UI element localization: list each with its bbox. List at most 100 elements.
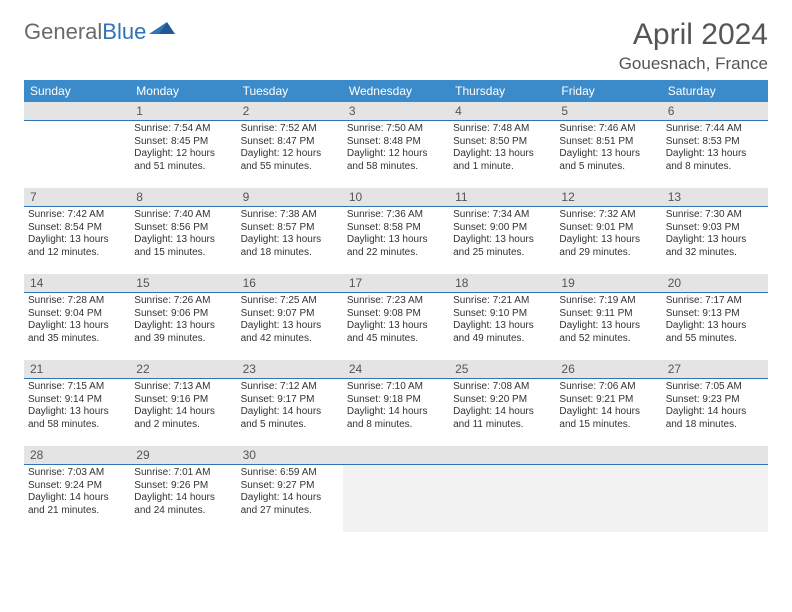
day-number: 20	[662, 274, 768, 293]
day-details: Sunrise: 7:30 AMSunset: 9:03 PMDaylight:…	[662, 207, 768, 261]
day-details: Sunrise: 7:52 AMSunset: 8:47 PMDaylight:…	[237, 121, 343, 175]
detail-line: Sunrise: 7:48 AM	[453, 123, 551, 136]
detail-line: Sunset: 8:58 PM	[347, 222, 445, 235]
detail-line: Sunrise: 7:08 AM	[453, 381, 551, 394]
detail-line: Sunset: 8:51 PM	[559, 136, 657, 149]
detail-line: Sunrise: 7:13 AM	[134, 381, 232, 394]
day-number: 23	[237, 360, 343, 379]
detail-line: Daylight: 13 hours	[134, 320, 232, 333]
calendar-week-row: 21Sunrise: 7:15 AMSunset: 9:14 PMDayligh…	[24, 360, 768, 446]
calendar-cell: 30Sunrise: 6:59 AMSunset: 9:27 PMDayligh…	[237, 446, 343, 532]
detail-line: Daylight: 14 hours	[134, 492, 232, 505]
detail-line: Sunset: 9:18 PM	[347, 394, 445, 407]
weekday-header: Monday	[130, 80, 236, 102]
day-details	[449, 465, 555, 469]
detail-line: and 29 minutes.	[559, 247, 657, 260]
weekday-header-row: SundayMondayTuesdayWednesdayThursdayFrid…	[24, 80, 768, 102]
weekday-header: Thursday	[449, 80, 555, 102]
detail-line: Sunset: 9:20 PM	[453, 394, 551, 407]
detail-line: Sunrise: 7:19 AM	[559, 295, 657, 308]
day-details: Sunrise: 6:59 AMSunset: 9:27 PMDaylight:…	[237, 465, 343, 519]
calendar-cell	[555, 446, 661, 532]
brand-part2: Blue	[102, 19, 146, 45]
weekday-header: Tuesday	[237, 80, 343, 102]
day-number: 24	[343, 360, 449, 379]
day-number: 13	[662, 188, 768, 207]
detail-line: Sunset: 8:47 PM	[241, 136, 339, 149]
day-number: 11	[449, 188, 555, 207]
day-details: Sunrise: 7:54 AMSunset: 8:45 PMDaylight:…	[130, 121, 236, 175]
day-number: 26	[555, 360, 661, 379]
calendar-week-row: 1Sunrise: 7:54 AMSunset: 8:45 PMDaylight…	[24, 102, 768, 188]
detail-line: Daylight: 13 hours	[666, 234, 764, 247]
day-number: 5	[555, 102, 661, 121]
weekday-header: Friday	[555, 80, 661, 102]
detail-line: and 32 minutes.	[666, 247, 764, 260]
day-number: 4	[449, 102, 555, 121]
detail-line: Daylight: 12 hours	[241, 148, 339, 161]
day-details: Sunrise: 7:38 AMSunset: 8:57 PMDaylight:…	[237, 207, 343, 261]
day-number: 22	[130, 360, 236, 379]
calendar-cell	[24, 102, 130, 188]
detail-line: Sunset: 8:50 PM	[453, 136, 551, 149]
detail-line: Sunset: 9:01 PM	[559, 222, 657, 235]
detail-line: Sunrise: 6:59 AM	[241, 467, 339, 480]
detail-line: Sunset: 9:17 PM	[241, 394, 339, 407]
detail-line: Daylight: 13 hours	[241, 320, 339, 333]
detail-line: and 1 minute.	[453, 161, 551, 174]
detail-line: Sunset: 9:11 PM	[559, 308, 657, 321]
day-number: 6	[662, 102, 768, 121]
detail-line: Daylight: 13 hours	[28, 234, 126, 247]
day-number	[555, 446, 661, 465]
detail-line: Sunrise: 7:42 AM	[28, 209, 126, 222]
detail-line: Sunset: 9:14 PM	[28, 394, 126, 407]
calendar-cell: 14Sunrise: 7:28 AMSunset: 9:04 PMDayligh…	[24, 274, 130, 360]
detail-line: Daylight: 14 hours	[241, 492, 339, 505]
detail-line: Sunset: 9:23 PM	[666, 394, 764, 407]
day-details: Sunrise: 7:03 AMSunset: 9:24 PMDaylight:…	[24, 465, 130, 519]
detail-line: and 27 minutes.	[241, 505, 339, 518]
detail-line: Sunrise: 7:50 AM	[347, 123, 445, 136]
detail-line: Daylight: 14 hours	[28, 492, 126, 505]
day-number: 21	[24, 360, 130, 379]
day-details	[555, 465, 661, 469]
detail-line: Sunrise: 7:38 AM	[241, 209, 339, 222]
day-number: 15	[130, 274, 236, 293]
detail-line: Sunset: 9:26 PM	[134, 480, 232, 493]
detail-line: and 21 minutes.	[28, 505, 126, 518]
day-details: Sunrise: 7:44 AMSunset: 8:53 PMDaylight:…	[662, 121, 768, 175]
detail-line: Daylight: 13 hours	[559, 320, 657, 333]
day-details: Sunrise: 7:25 AMSunset: 9:07 PMDaylight:…	[237, 293, 343, 347]
detail-line: and 8 minutes.	[666, 161, 764, 174]
day-details: Sunrise: 7:28 AMSunset: 9:04 PMDaylight:…	[24, 293, 130, 347]
header: GeneralBlue April 2024 Gouesnach, France	[24, 18, 768, 74]
detail-line: Daylight: 13 hours	[666, 148, 764, 161]
title-block: April 2024 Gouesnach, France	[619, 18, 768, 74]
detail-line: Daylight: 12 hours	[134, 148, 232, 161]
detail-line: and 55 minutes.	[666, 333, 764, 346]
day-number: 1	[130, 102, 236, 121]
detail-line: Daylight: 13 hours	[134, 234, 232, 247]
day-number	[24, 102, 130, 121]
detail-line: and 55 minutes.	[241, 161, 339, 174]
detail-line: and 25 minutes.	[453, 247, 551, 260]
detail-line: Daylight: 13 hours	[453, 148, 551, 161]
day-details: Sunrise: 7:12 AMSunset: 9:17 PMDaylight:…	[237, 379, 343, 433]
calendar-cell	[662, 446, 768, 532]
detail-line: Sunrise: 7:01 AM	[134, 467, 232, 480]
day-number: 30	[237, 446, 343, 465]
day-details	[24, 121, 130, 125]
day-number: 28	[24, 446, 130, 465]
detail-line: Sunrise: 7:03 AM	[28, 467, 126, 480]
day-number: 3	[343, 102, 449, 121]
day-number: 19	[555, 274, 661, 293]
calendar-week-row: 28Sunrise: 7:03 AMSunset: 9:24 PMDayligh…	[24, 446, 768, 532]
day-number: 9	[237, 188, 343, 207]
detail-line: Sunset: 9:08 PM	[347, 308, 445, 321]
day-details: Sunrise: 7:08 AMSunset: 9:20 PMDaylight:…	[449, 379, 555, 433]
detail-line: Daylight: 13 hours	[559, 148, 657, 161]
detail-line: Sunrise: 7:21 AM	[453, 295, 551, 308]
day-details: Sunrise: 7:01 AMSunset: 9:26 PMDaylight:…	[130, 465, 236, 519]
detail-line: Sunrise: 7:10 AM	[347, 381, 445, 394]
brand-part1: General	[24, 19, 102, 45]
